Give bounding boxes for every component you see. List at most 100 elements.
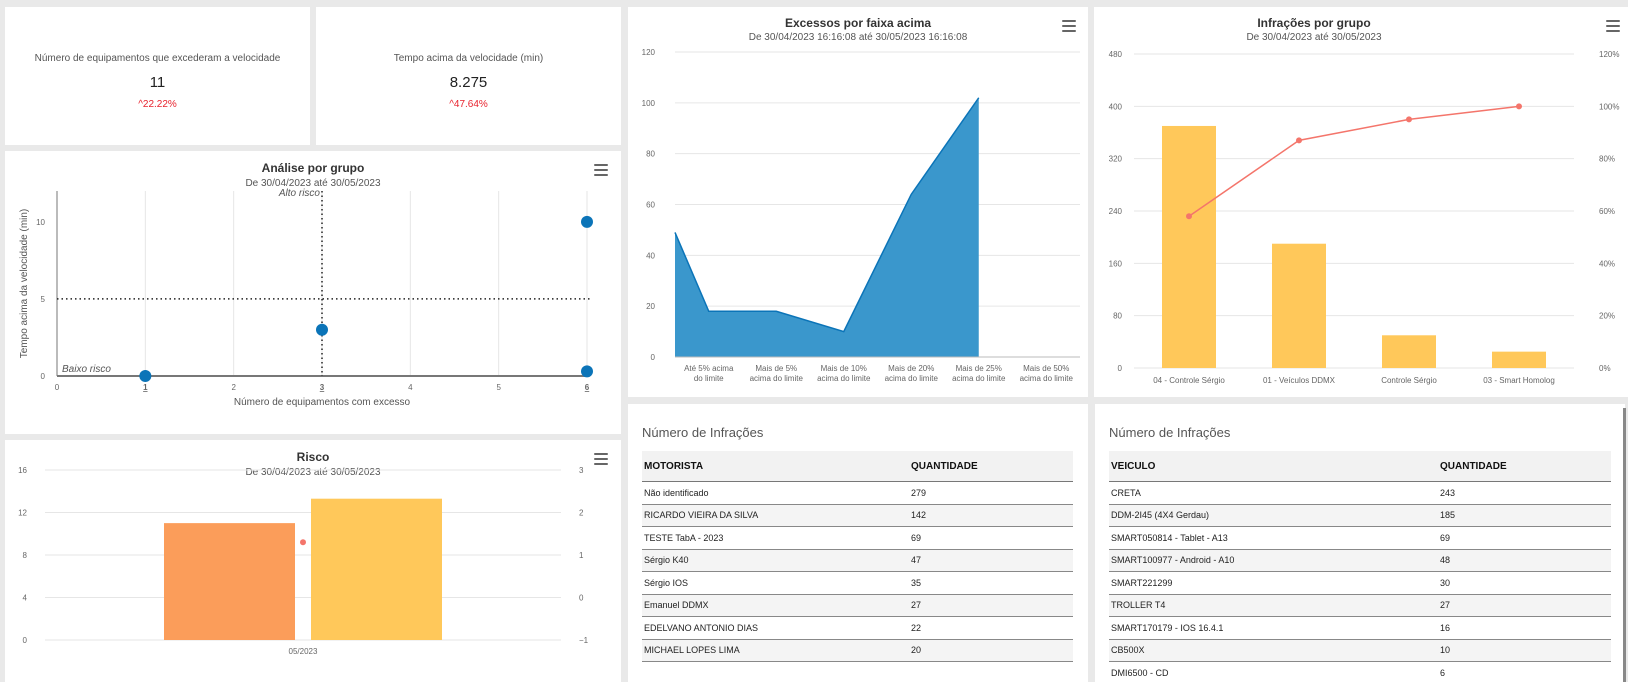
y2-tick-label: 0 (579, 594, 584, 603)
table-row[interactable]: TESTE TabA - 2023 69 (642, 526, 1073, 550)
series-line (674, 97, 980, 333)
table-row[interactable]: Emanuel DDMX 27 (642, 594, 1073, 617)
pareto-point (1516, 103, 1522, 110)
kpi-card-equipamentos: Número de equipamentos que excederam a v… (5, 7, 310, 145)
column-header[interactable]: VEICULO (1109, 451, 1438, 482)
table-row[interactable]: RICARDO VIEIRA DA SILVA 142 (642, 504, 1073, 527)
table-cell: 22 (909, 616, 1073, 640)
y2-tick-label: 80% (1599, 155, 1615, 164)
y2-tick-label: 20% (1599, 312, 1615, 321)
x-tick-label: 4 (408, 383, 413, 392)
y-tick-label: 40 (646, 251, 655, 260)
x-tick-label: Mais de 25% acima do limite (952, 364, 1006, 383)
table-cell: Não identificado (642, 481, 909, 505)
table-cell: SMART050814 - Tablet - A13 (1109, 526, 1438, 550)
table-cell: 243 (1438, 481, 1611, 505)
y-tick-label: 0 (1118, 364, 1123, 373)
bar (1492, 351, 1546, 368)
y-tick-label: 120 (642, 48, 656, 57)
scatter-point (139, 370, 152, 382)
table-cell: CRETA (1109, 481, 1438, 505)
y2-tick-label: 0% (1599, 364, 1611, 373)
hamburger-menu-icon[interactable] (594, 453, 608, 465)
y-tick-label: 0 (41, 372, 46, 381)
scatter-point (316, 323, 328, 336)
x-tick-label: Mais de 10% acima do limite (817, 364, 871, 383)
kpi-card-tempo: Tempo acima da velocidade (min) 8.275 ^4… (316, 7, 621, 145)
column-header[interactable]: QUANTIDADE (909, 451, 1073, 482)
table-row[interactable]: DMI6500 - CD 6 (1109, 661, 1611, 682)
table-cell: Sérgio K40 (642, 549, 909, 572)
table-row[interactable]: SMART050814 - Tablet - A13 69 (1109, 526, 1611, 550)
chart-title: Infrações por grupo (1257, 16, 1371, 30)
y-tick-label: 100 (642, 99, 656, 108)
table-row[interactable]: SMART221299 30 (1109, 571, 1611, 595)
table-row[interactable]: Sérgio IOS 35 (642, 571, 1073, 595)
table-cell: 142 (909, 504, 1073, 527)
scrollbar[interactable] (1623, 408, 1626, 682)
table-row[interactable]: EDELVANO ANTONIO DIAS 22 (642, 616, 1073, 640)
table-cell: 69 (1438, 526, 1611, 550)
kpi-value: 11 (149, 74, 166, 91)
table-row[interactable]: TROLLER T4 27 (1109, 594, 1611, 617)
hamburger-menu-icon[interactable] (594, 164, 608, 176)
y-tick-label: 8 (23, 551, 28, 560)
x-tick-label: 05/2023 (289, 647, 318, 656)
y-tick-label: 80 (1113, 312, 1122, 321)
table-row[interactable]: SMART100977 - Android - A10 48 (1109, 549, 1611, 572)
area-fill (675, 97, 979, 357)
table-row[interactable]: SMART170179 - IOS 16.4.1 16 (1109, 616, 1611, 640)
table-cell: 185 (1438, 504, 1611, 527)
chart-title: Risco (296, 450, 330, 464)
table-title: Número de Infrações (642, 425, 764, 440)
y-tick-label: 5 (41, 295, 46, 304)
table-cell: 279 (909, 481, 1073, 505)
bar (1382, 335, 1436, 368)
table-cell: MICHAEL LOPES LIMA (642, 639, 909, 662)
y2-tick-label: 1 (579, 551, 584, 560)
chart-title: Análise por grupo (261, 161, 365, 175)
table-cell: 48 (1438, 549, 1611, 572)
caret-up-icon: ^ (449, 99, 454, 110)
veiculo-table: VEICULO QUANTIDADE CRETA 243 DDM-2I45 (4X4… (1109, 451, 1611, 682)
area-chart: 0 20 40 60 80 100 120 Até 5% acima do limite Mais… (642, 48, 1080, 383)
analise-chart-panel: Análise por grupo De 30/04/2023 até 30/0… (5, 151, 621, 434)
table-cell: 30 (1438, 571, 1611, 595)
kpi-label: Tempo acima da velocidade (min) (393, 53, 544, 64)
chart-subtitle: De 30/04/2023 até 30/05/2023 (245, 178, 381, 189)
hamburger-menu-icon[interactable] (1062, 20, 1076, 32)
y-tick-label: 20 (646, 302, 655, 311)
x-tick-label: 0 (55, 383, 60, 392)
infracoes-chart-panel: Infrações por grupo De 30/04/2023 até 30… (1094, 7, 1628, 397)
hamburger-menu-icon[interactable] (1606, 20, 1620, 32)
table-row[interactable]: Não identificado 279 (642, 481, 1073, 505)
y-tick-label: 16 (18, 466, 27, 475)
column-header[interactable]: MOTORISTA (642, 451, 909, 482)
y2-tick-label: 100% (1599, 102, 1619, 111)
table-row[interactable]: MICHAEL LOPES LIMA 20 (642, 639, 1073, 662)
table-row[interactable]: CRETA 243 (1109, 481, 1611, 505)
annotation-alto-risco: Alto risco (278, 188, 321, 199)
y-tick-label: 80 (646, 150, 655, 159)
motorista-table: MOTORISTA QUANTIDADE Não identificado 279… (642, 451, 1073, 662)
x-axis-title: Número de equipamentos com excesso (234, 397, 411, 408)
y-tick-label: 4 (23, 594, 28, 603)
kpi-change: ^47.64% (449, 99, 488, 110)
x-tick-label: 1 (143, 383, 148, 392)
table-title: Número de Infrações (1109, 425, 1231, 440)
y-axis-title: Tempo acima da velocidade (min) (19, 209, 30, 359)
table-cell: 27 (909, 594, 1073, 617)
table-row[interactable]: CB500X 10 (1109, 639, 1611, 662)
table-cell: CB500X (1109, 639, 1438, 662)
motorista-table-panel: Número de Infrações MOTORISTA QUANTIDADE… (628, 404, 1088, 682)
table-row[interactable]: DDM-2I45 (4X4 Gerdau) 185 (1109, 504, 1611, 527)
x-tick-label: 6 (585, 383, 590, 392)
y-tick-label: 240 (1109, 207, 1123, 216)
table-cell: RICARDO VIEIRA DA SILVA (642, 504, 909, 527)
column-header[interactable]: QUANTIDADE (1438, 451, 1611, 482)
bar (1162, 125, 1216, 368)
y-tick-label: 10 (36, 218, 45, 227)
table-row[interactable]: Sérgio K40 47 (642, 549, 1073, 572)
x-tick-label: 2 (231, 383, 236, 392)
risco-chart-panel: Risco De 30/04/2023 até 30/05/2023 0 4 8 12… (5, 440, 621, 682)
